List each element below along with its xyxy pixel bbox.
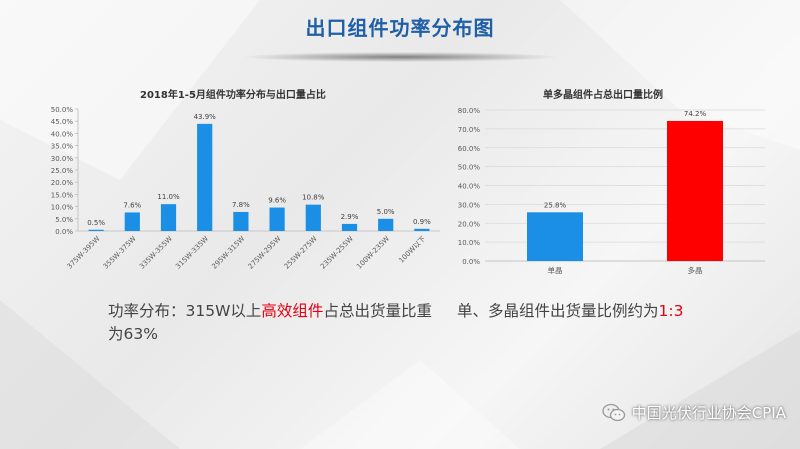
footer-text: 中国光伏行业协会CPIA xyxy=(631,404,786,422)
mono-multi-ratio-chart: 0.0% 10.0% 20.0% 30.0% 40.0% 50.0% 60.0% 70.0% 8… xyxy=(458,107,765,275)
right-caption-highlight: 1:3 xyxy=(658,302,684,320)
y-tick-label: 30.0% xyxy=(51,155,74,163)
bar xyxy=(88,229,104,231)
y-tick-label: 0.0% xyxy=(55,228,73,236)
y-tick-label: 30.0% xyxy=(458,201,481,209)
page-title: 出口组件功率分布图 xyxy=(305,16,495,40)
x-tick-label: 375W-395W xyxy=(66,235,102,271)
bar xyxy=(305,204,321,231)
left-caption: 功率分布：315W以上高效组件占总出货量比重为63% xyxy=(108,300,438,346)
y-tick-label: 15.0% xyxy=(51,191,74,199)
y-tick-label: 25.0% xyxy=(51,167,74,175)
data-label: 0.9% xyxy=(413,218,431,226)
x-tick-label: 255W-275W xyxy=(283,235,319,271)
y-tick-label: 70.0% xyxy=(458,126,481,134)
footer-watermark: 中国光伏行业协会CPIA xyxy=(602,402,786,423)
power-distribution-chart: 0.0% 5.0% 10.0% 15.0% 20.0% 25.0% 30.0% 35.0% 40… xyxy=(51,106,440,271)
y-tick-label: 20.0% xyxy=(51,179,74,187)
data-label: 43.9% xyxy=(194,113,217,121)
right-caption: 单、多晶组件出货量比例约为1:3 xyxy=(457,300,777,323)
y-tick-label: 40.0% xyxy=(51,130,74,138)
x-tick-label: 100W以下 xyxy=(397,235,427,265)
x-tick-label: 100W-235W xyxy=(355,235,391,271)
x-tick-label: 355W-375W xyxy=(102,235,138,271)
x-tick-label: 335W-355W xyxy=(138,235,174,271)
data-label: 0.5% xyxy=(87,219,105,227)
data-label: 7.8% xyxy=(232,201,250,209)
y-tick-label: 80.0% xyxy=(458,107,481,115)
data-label: 5.0% xyxy=(377,208,395,216)
bar xyxy=(341,223,358,231)
x-tick-label: 多晶 xyxy=(688,265,703,275)
data-label: 2.9% xyxy=(341,213,359,221)
left-caption-text-2: 占总出货量比重为63% xyxy=(108,302,432,343)
y-tick-label: 50.0% xyxy=(458,164,481,172)
y-tick-label: 50.0% xyxy=(51,106,74,114)
y-tick-label: 60.0% xyxy=(458,145,481,153)
bar xyxy=(233,211,249,231)
y-tick-label: 10.0% xyxy=(458,239,481,247)
data-label: 11.0% xyxy=(157,193,180,201)
wechat-icon xyxy=(602,403,625,421)
bar xyxy=(378,218,394,231)
data-label: 74.2% xyxy=(684,110,707,118)
y-tick-label: 45.0% xyxy=(51,118,74,126)
x-tick-label: 315W-335W xyxy=(174,235,210,271)
data-label: 25.8% xyxy=(544,201,567,209)
y-tick-label: 35.0% xyxy=(51,143,74,151)
y-tick-label: 10.0% xyxy=(51,204,74,212)
bar xyxy=(269,207,285,231)
data-label: 9.6% xyxy=(268,197,286,205)
data-label: 7.6% xyxy=(123,201,141,209)
x-tick-label: 235W-255W xyxy=(319,235,355,271)
x-tick-label: 275W-295W xyxy=(247,235,283,271)
bar xyxy=(667,120,723,261)
data-label: 10.8% xyxy=(302,194,325,202)
x-tick-label: 295W-315W xyxy=(210,235,246,271)
title-underline xyxy=(240,52,560,62)
bar xyxy=(527,212,583,261)
y-tick-label: 20.0% xyxy=(458,220,481,228)
bar xyxy=(414,228,430,231)
left-caption-highlight: 高效组件 xyxy=(261,302,324,320)
y-tick-label: 40.0% xyxy=(458,183,481,191)
right-chart-title: 单多晶组件占总出口量比例 xyxy=(543,90,663,101)
right-caption-text: 单、多晶组件出货量比例约为 xyxy=(457,302,659,320)
left-caption-text: 功率分布：315W以上 xyxy=(108,302,262,320)
bar xyxy=(197,123,213,231)
x-tick-label: 单晶 xyxy=(548,265,563,275)
bar xyxy=(124,212,140,231)
y-tick-label: 5.0% xyxy=(55,216,73,224)
y-tick-label: 0.0% xyxy=(462,258,480,266)
left-chart-title: 2018年1-5月组件功率分布与出口量占比 xyxy=(140,90,326,101)
bar xyxy=(160,204,177,231)
